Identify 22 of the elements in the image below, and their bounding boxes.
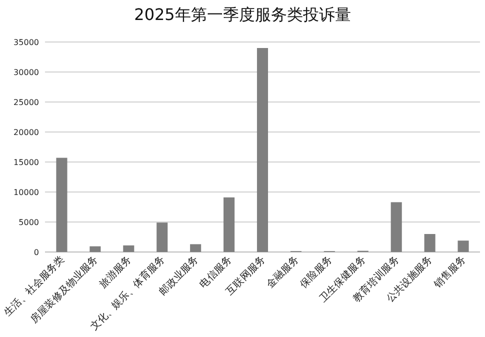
y-tick-label: 20000 [14,128,39,137]
bar [256,48,268,252]
x-tick-label: 金融服务 [264,254,302,290]
bar [156,222,168,252]
y-tick-label: 5000 [18,218,39,227]
y-tick-label: 0 [34,248,39,257]
bar [224,197,235,252]
y-tick-label: 10000 [14,188,39,197]
y-tick-label: 15000 [14,158,39,167]
bar [190,244,202,252]
bar [56,158,68,252]
y-tick-label: 25000 [14,98,39,107]
bar [424,234,436,252]
bar [90,246,101,252]
x-tick-label: 销售服务 [430,254,468,292]
bar [458,240,469,252]
y-tick-label: 30000 [14,68,39,77]
bar [390,202,402,252]
x-tick-label: 旅游服务 [97,254,134,290]
bar [123,245,134,252]
chart-title: 2025年第一季度服务类投诉量 [134,5,351,24]
y-tick-label: 35000 [14,38,39,47]
